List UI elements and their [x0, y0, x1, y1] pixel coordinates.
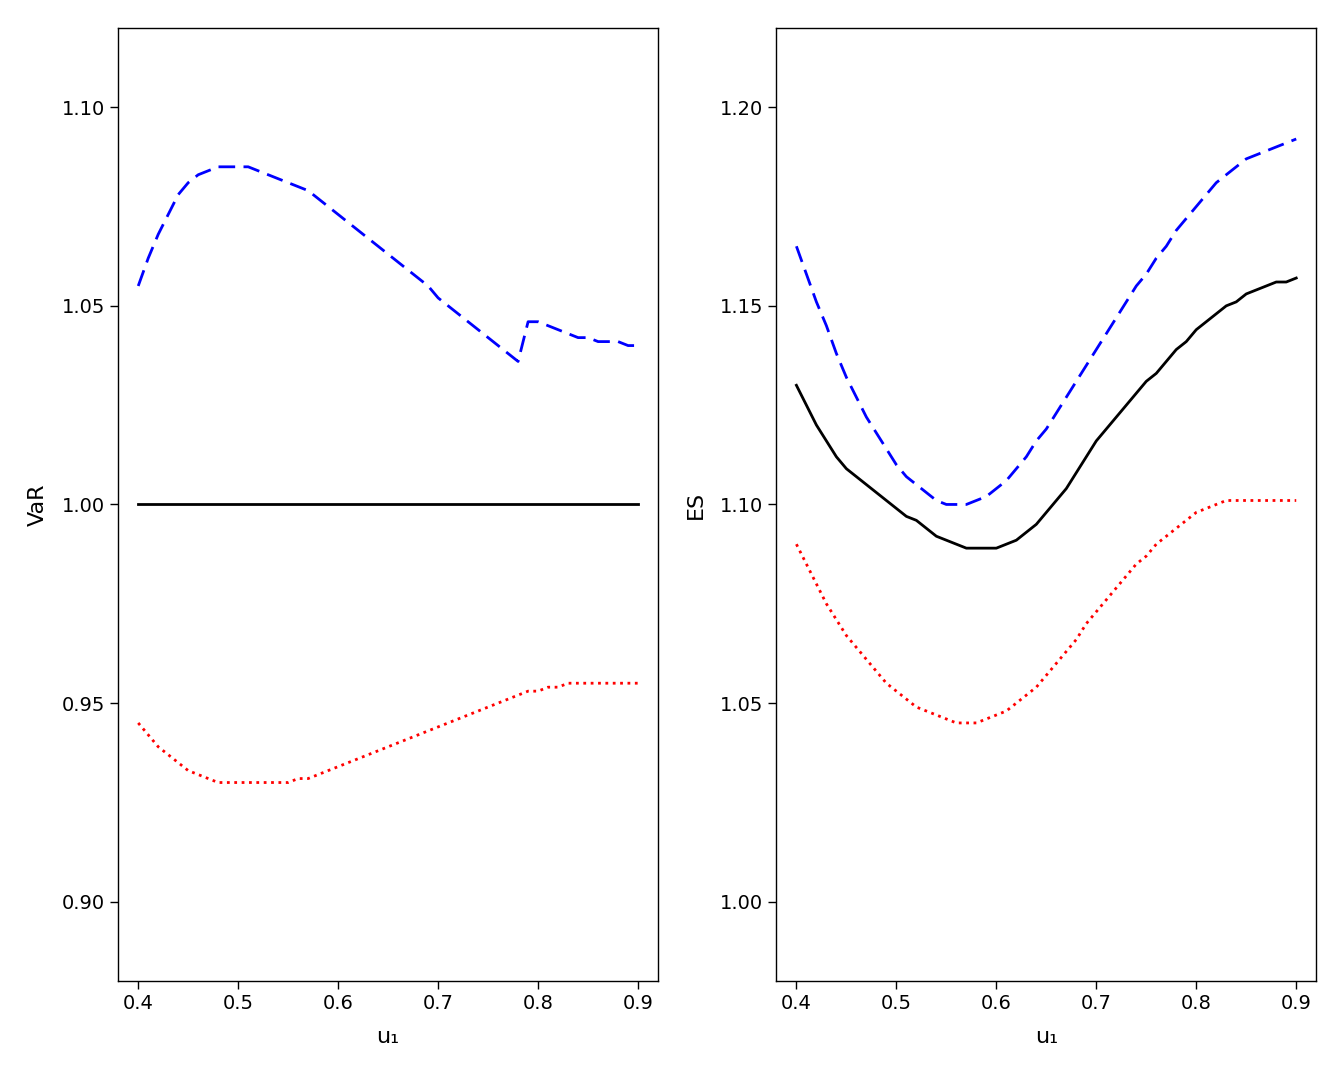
X-axis label: u₁: u₁ [1035, 1028, 1058, 1047]
Y-axis label: VaR: VaR [28, 483, 48, 526]
Y-axis label: ES: ES [685, 490, 706, 518]
X-axis label: u₁: u₁ [376, 1028, 399, 1047]
